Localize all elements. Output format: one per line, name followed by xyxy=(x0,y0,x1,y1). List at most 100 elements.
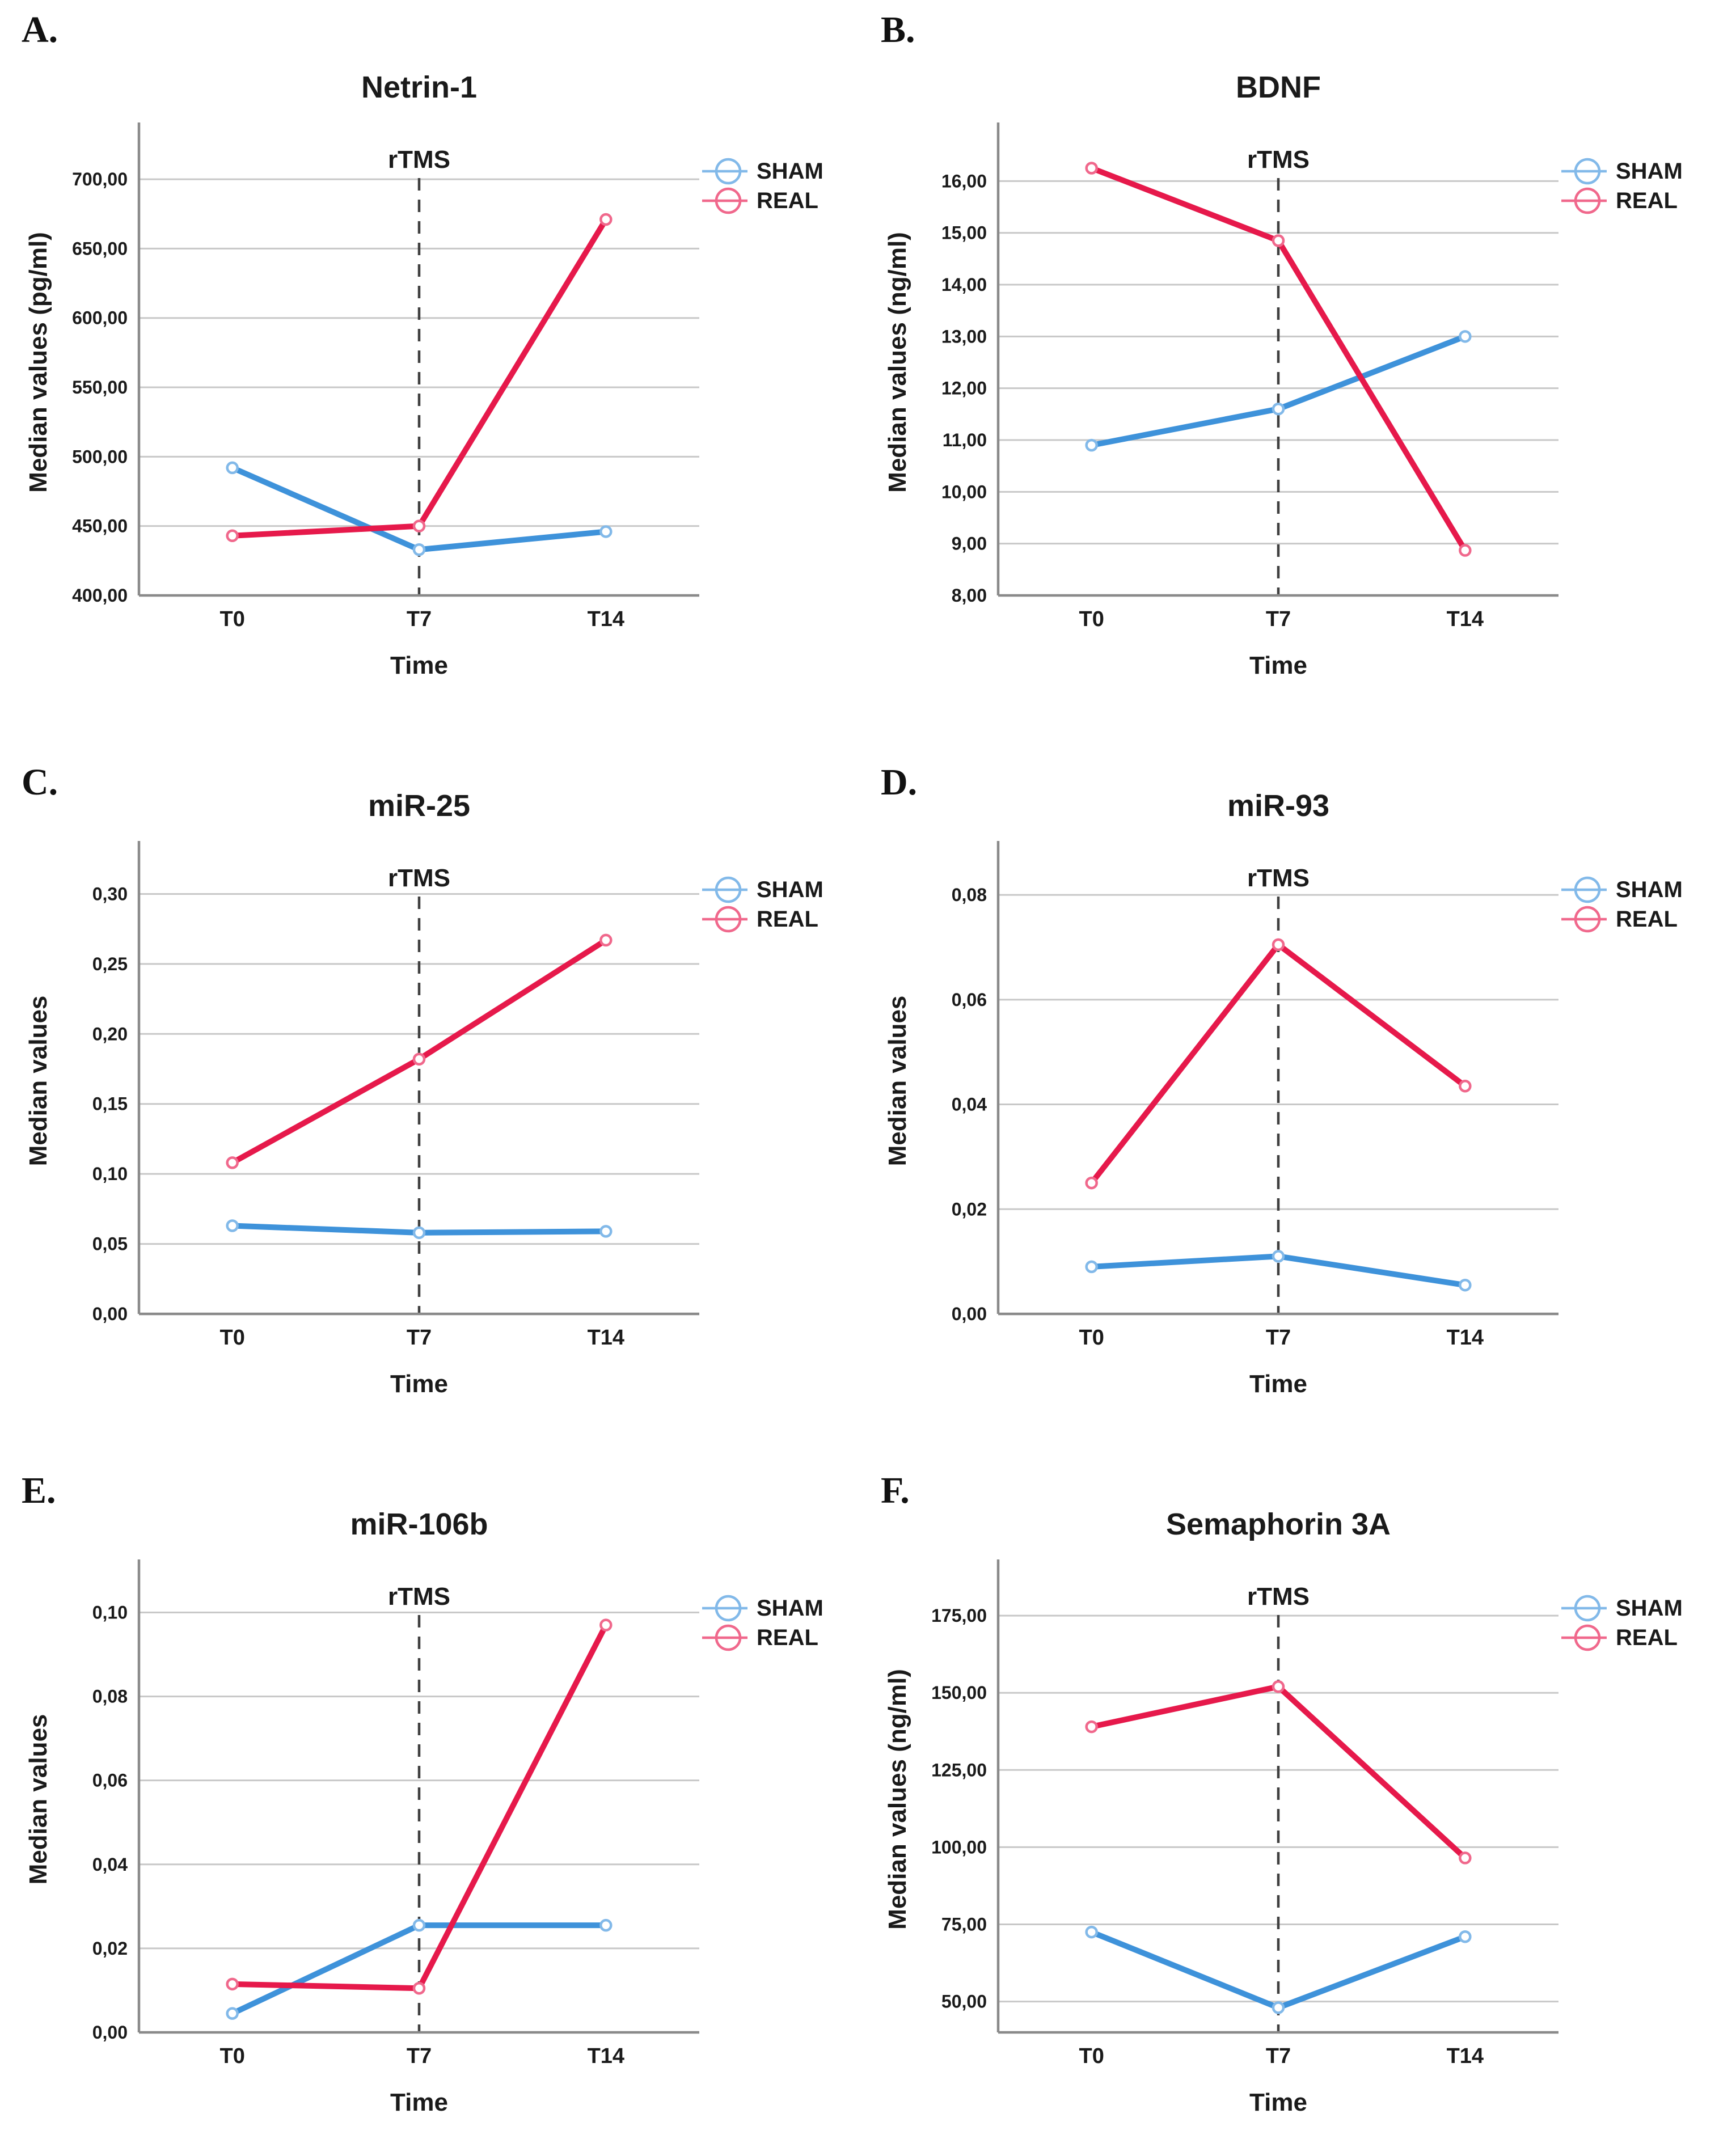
sham-data-point xyxy=(412,543,426,556)
sham-data-point xyxy=(1459,1278,1472,1292)
panel-letter-b: B. xyxy=(881,9,915,50)
legend-label: SHAM xyxy=(757,1596,823,1621)
y-tick-label: 550,00 xyxy=(72,377,128,398)
x-tick-label: T14 xyxy=(588,607,624,631)
y-tick-label: 0,02 xyxy=(92,1938,128,1959)
sham-data-point xyxy=(1272,1250,1285,1263)
chart-netrin-1: 400,00 450,00 500,00 550,00 600,00 650,00 700,… xyxy=(24,70,823,679)
rtms-label: rTMS xyxy=(1247,864,1310,892)
panel-c: C. 0,00 0,05 0,10 0,15 0,20 0,25 0,30 T0 T7 T14 mi… xyxy=(0,718,859,1437)
real-data-point xyxy=(412,519,426,532)
y-tick-label: 700,00 xyxy=(72,169,128,189)
x-tick-label: T0 xyxy=(219,1326,244,1350)
y-axis-label: Median values xyxy=(884,996,911,1166)
y-tick-label: 0,08 xyxy=(952,885,987,905)
legend-label: REAL xyxy=(1616,1625,1678,1650)
sham-data-point xyxy=(412,1226,426,1240)
chart-title: miR-25 xyxy=(368,789,470,823)
y-tick-label: 0,15 xyxy=(92,1094,128,1114)
legend-label: REAL xyxy=(757,1625,818,1650)
x-tick-label: T7 xyxy=(1266,607,1291,631)
y-tick-label: 14,00 xyxy=(941,274,987,295)
real-data-point xyxy=(226,1156,239,1169)
real-data-point xyxy=(1272,938,1285,952)
legend-item-real: REAL xyxy=(702,1624,818,1651)
real-data-point xyxy=(226,529,239,543)
legend-item-sham: SHAM xyxy=(702,876,823,903)
y-tick-label: 125,00 xyxy=(931,1760,987,1780)
panel-e: E. 0,00 0,02 0,04 0,06 0,08 0,10 T0 T7 T14 miR-10… xyxy=(0,1437,859,2156)
x-tick-label: T7 xyxy=(407,1326,432,1350)
y-tick-label: 400,00 xyxy=(72,585,128,606)
sham-data-point xyxy=(1459,1930,1472,1943)
legend-label: REAL xyxy=(757,188,818,213)
rtms-label: rTMS xyxy=(1247,1583,1310,1610)
y-tick-label: 0,04 xyxy=(952,1094,987,1115)
sham-data-point xyxy=(599,1225,613,1238)
x-tick-label: T14 xyxy=(1447,1326,1484,1350)
sham-data-point xyxy=(412,1918,426,1932)
y-tick-label: 16,00 xyxy=(941,171,987,191)
rtms-label: rTMS xyxy=(388,1583,450,1610)
y-tick-label: 50,00 xyxy=(941,1992,987,2012)
y-tick-label: 10,00 xyxy=(941,481,987,502)
real-data-point xyxy=(1085,1176,1098,1190)
y-tick-label: 11,00 xyxy=(943,430,987,450)
x-tick-label: T0 xyxy=(219,607,244,631)
real-data-point xyxy=(1272,1680,1285,1693)
x-tick-label: T0 xyxy=(219,2044,244,2068)
x-tick-label: T14 xyxy=(1447,607,1484,631)
real-data-point xyxy=(599,1618,613,1631)
x-axis-label: Time xyxy=(390,652,448,679)
y-tick-label: 0,20 xyxy=(92,1024,128,1044)
panel-b: B. 8,00 9,00 10,00 11,00 12,00 13,00 14,00 15,0… xyxy=(859,0,1719,718)
legend: SHAM REAL xyxy=(1561,158,1683,214)
y-tick-label: 100,00 xyxy=(931,1837,987,1857)
y-tick-label: 0,02 xyxy=(952,1199,987,1219)
x-tick-label: T14 xyxy=(588,2044,624,2068)
panel-letter-d: D. xyxy=(881,762,918,803)
y-tick-label: 175,00 xyxy=(931,1605,987,1626)
chart-title: BDNF xyxy=(1236,70,1321,104)
y-tick-label: 0,30 xyxy=(92,883,128,904)
legend-label: SHAM xyxy=(1616,1596,1683,1621)
legend: SHAM REAL xyxy=(1561,1595,1683,1651)
x-tick-label: T7 xyxy=(407,2044,432,2068)
legend-item-real: REAL xyxy=(1561,1624,1678,1651)
legend-item-sham: SHAM xyxy=(1561,876,1683,903)
panel-letter-c: C. xyxy=(22,762,58,803)
y-tick-label: 9,00 xyxy=(952,534,987,554)
sham-data-point xyxy=(226,2007,239,2020)
x-tick-label: T7 xyxy=(1266,1326,1291,1350)
x-axis-label: Time xyxy=(1249,2089,1307,2116)
y-tick-label: 8,00 xyxy=(952,585,987,606)
x-tick-label: T0 xyxy=(1079,607,1104,631)
chart-title: miR-106b xyxy=(350,1507,488,1541)
x-tick-label: T7 xyxy=(1266,2044,1291,2068)
panel-letter-f: F. xyxy=(881,1470,910,1511)
y-axis-label: Median values xyxy=(24,1714,52,1885)
x-tick-label: T7 xyxy=(407,607,432,631)
legend-label: REAL xyxy=(757,907,818,932)
legend-item-sham: SHAM xyxy=(1561,1595,1683,1622)
y-axis-label: Median values xyxy=(24,996,52,1166)
y-tick-label: 0,10 xyxy=(92,1164,128,1184)
x-axis-label: Time xyxy=(1249,652,1307,679)
chart-title: Semaphorin 3A xyxy=(1166,1507,1391,1541)
x-axis-label: Time xyxy=(1249,1370,1307,1398)
panel-letter-a: A. xyxy=(22,9,58,50)
real-data-point xyxy=(1085,1720,1098,1734)
sham-data-point xyxy=(1085,438,1098,452)
y-axis-label: Median values (ng/ml) xyxy=(884,232,911,493)
real-data-point xyxy=(1085,162,1098,175)
x-axis-label: Time xyxy=(390,1370,448,1398)
y-tick-label: 0,06 xyxy=(92,1770,128,1791)
sham-data-point xyxy=(1272,2001,1285,2014)
y-axis-label: Median values (pg/ml) xyxy=(24,232,52,493)
x-tick-label: T14 xyxy=(1447,2044,1484,2068)
y-tick-label: 0,25 xyxy=(92,954,128,974)
chart-mir-106b: 0,00 0,02 0,04 0,06 0,08 0,10 T0 T7 T14 miR-106b r… xyxy=(24,1507,823,2116)
real-data-point xyxy=(412,1981,426,1995)
y-tick-label: 0,00 xyxy=(92,1304,128,1324)
